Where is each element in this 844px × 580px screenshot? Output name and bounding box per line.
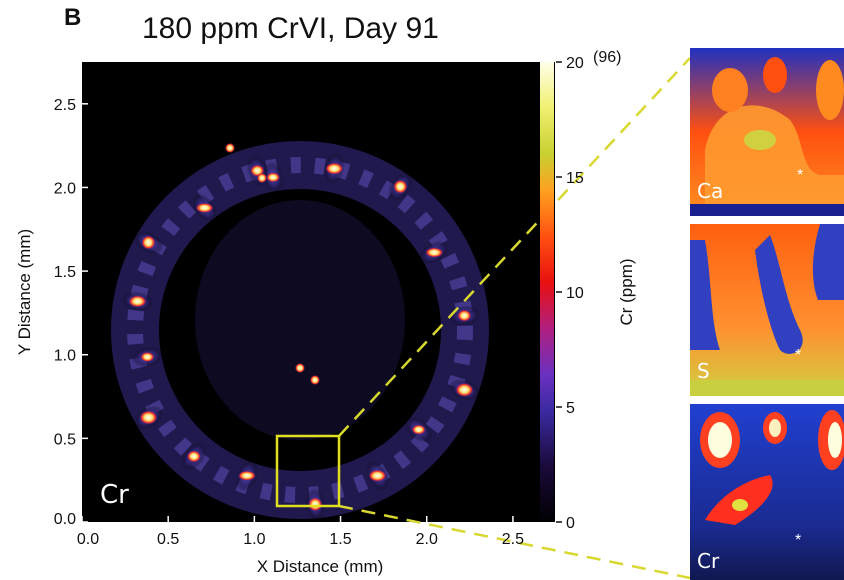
y-tick-label: 0.5 — [54, 431, 76, 448]
zoom-line-top — [338, 57, 691, 437]
cr-hotspot — [457, 309, 472, 322]
colorbar-tick-label: 20 — [566, 55, 584, 72]
x-tick-label: 1.0 — [243, 531, 265, 548]
cr-hotspot — [393, 179, 408, 194]
inset-label-s: S — [697, 359, 710, 383]
cr-hotspot — [425, 247, 444, 258]
svg-text:*: * — [795, 347, 801, 364]
x-tick-label: 0.0 — [77, 531, 99, 548]
x-axis: 0.0 0.5 1.0 1.5 2.0 2.5 — [77, 516, 524, 548]
cr-hotspot — [368, 469, 387, 482]
y-tick-label: 2.0 — [54, 180, 76, 197]
x-tick-label: 2.5 — [502, 531, 524, 548]
cr-hotspot — [257, 173, 267, 183]
cr-hotspot — [186, 450, 201, 463]
cr-hotspot — [266, 172, 281, 183]
svg-text:*: * — [797, 167, 803, 184]
cr-hotspot — [195, 202, 214, 213]
y-axis-label: Y Distance (mm) — [15, 229, 34, 355]
y-tick-label: 1.0 — [54, 348, 76, 365]
cr-hotspot — [128, 295, 147, 308]
inset-label-cr: Cr — [697, 549, 720, 573]
y-axis: 0.0 0.5 1.0 1.5 2.0 2.5 — [54, 97, 88, 528]
cr-hotspot — [140, 351, 155, 362]
colorbar-tick-label: 0 — [566, 515, 575, 532]
cr-hotspot — [310, 375, 320, 385]
inset-cr: * Cr — [690, 404, 844, 580]
cr-hotspot — [455, 382, 474, 397]
x-axis-label: X Distance (mm) — [257, 557, 384, 576]
panel-letter: B — [64, 4, 82, 31]
svg-text:*: * — [795, 532, 801, 549]
figure-title: 180 ppm CrVI, Day 91 — [142, 12, 439, 45]
colorbar-max-note: (96) — [593, 49, 621, 66]
colorbar-label: Cr (ppm) — [617, 258, 636, 325]
x-tick-label: 0.5 — [157, 531, 179, 548]
colorbar — [540, 62, 554, 522]
tissue-map — [111, 141, 489, 519]
cr-hotspot — [308, 497, 323, 512]
cr-hotspots — [121, 143, 481, 521]
colorbar-ticks: 0 5 10 15 20 — [556, 55, 584, 532]
cr-hotspot — [139, 410, 158, 425]
zoom-region-box — [275, 434, 341, 508]
cr-hotspot — [141, 235, 156, 250]
colorbar-tick-label: 5 — [566, 400, 575, 417]
zoom-line-bottom — [338, 504, 691, 580]
cr-hotspot — [237, 470, 256, 481]
map-label: Cr — [100, 480, 129, 510]
x-tick-label: 1.5 — [329, 531, 351, 548]
colorbar-tick-label: 15 — [566, 170, 584, 187]
cr-hotspot — [325, 162, 344, 175]
cr-hotspot — [411, 424, 426, 435]
cr-hotspot — [225, 143, 235, 153]
x-tick-label: 2.0 — [416, 531, 438, 548]
cr-hotspot — [295, 363, 305, 373]
y-tick-label: 1.5 — [54, 264, 76, 281]
y-tick-label: 2.5 — [54, 97, 76, 114]
inset-s: * S — [690, 224, 844, 396]
colorbar-tick-label: 10 — [566, 285, 584, 302]
inset-label-ca: Ca — [697, 179, 723, 203]
inset-ca: * Ca — [690, 48, 844, 216]
y-tick-label: 0.0 — [54, 511, 76, 528]
